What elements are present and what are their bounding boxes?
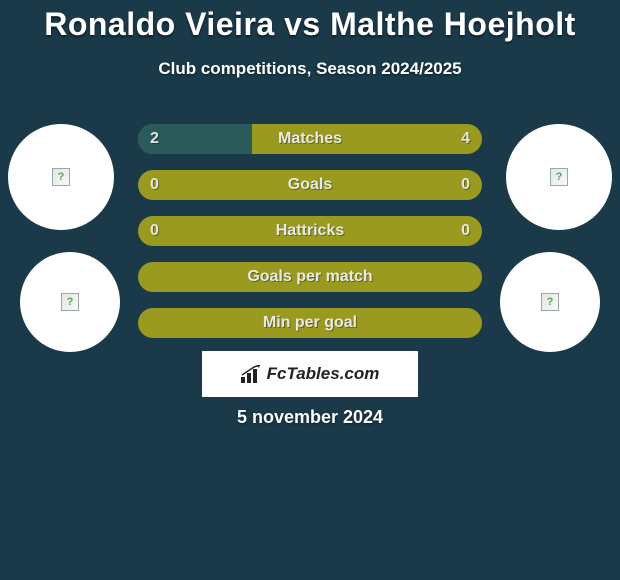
stat-bar: 00Goals [138,170,482,200]
stat-label: Goals per match [138,268,482,286]
broken-image-icon: ? [550,168,568,186]
player-avatar-right: ? [506,124,612,230]
player-avatar-left: ? [8,124,114,230]
stat-label: Matches [138,130,482,148]
footer-date: 5 november 2024 [0,407,620,428]
broken-image-icon: ? [52,168,70,186]
stat-bar: Min per goal [138,308,482,338]
broken-image-icon: ? [541,293,559,311]
stat-label: Goals [138,176,482,194]
stat-bar: Goals per match [138,262,482,292]
stat-label: Min per goal [138,314,482,332]
broken-image-icon: ? [61,293,79,311]
page-title: Ronaldo Vieira vs Malthe Hoejholt [0,0,620,43]
logo-text: FcTables.com [267,364,380,384]
bar-chart-icon [241,365,263,383]
stat-bar: 24Matches [138,124,482,154]
watermark-logo: FcTables.com [202,351,418,397]
comparison-bars: 24Matches 00Goals 00Hattricks Goals per mat… [138,124,482,354]
team-logo-left: ? [20,252,120,352]
team-logo-right: ? [500,252,600,352]
stat-label: Hattricks [138,222,482,240]
stat-bar: 00Hattricks [138,216,482,246]
page-subtitle: Club competitions, Season 2024/2025 [0,59,620,79]
